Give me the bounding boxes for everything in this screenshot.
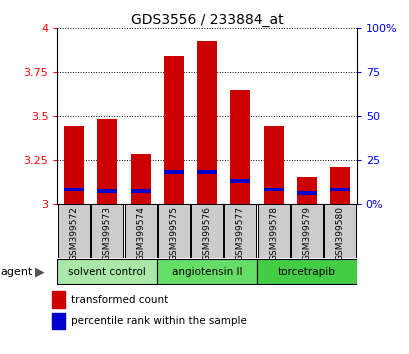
Text: GSM399579: GSM399579: [301, 206, 310, 261]
Bar: [329, 167, 349, 204]
Bar: [197, 170, 216, 174]
Bar: [157, 204, 189, 258]
Bar: [197, 41, 216, 204]
Text: GSM399580: GSM399580: [335, 206, 344, 261]
Bar: [263, 188, 283, 192]
Text: transformed count: transformed count: [71, 295, 168, 304]
Bar: [97, 189, 117, 193]
Bar: [263, 126, 283, 204]
Text: torcetrapib: torcetrapib: [277, 267, 335, 277]
Text: GSM399576: GSM399576: [202, 206, 211, 261]
Text: solvent control: solvent control: [68, 267, 146, 277]
Text: GSM399573: GSM399573: [103, 206, 112, 261]
Bar: [296, 177, 316, 204]
Text: GSM399575: GSM399575: [169, 206, 178, 261]
Bar: [230, 179, 249, 183]
Bar: [296, 191, 316, 195]
Bar: [97, 119, 117, 204]
Bar: [164, 170, 183, 174]
Bar: [58, 204, 90, 258]
Bar: [130, 154, 150, 204]
Title: GDS3556 / 233884_at: GDS3556 / 233884_at: [130, 13, 283, 27]
Text: angiotensin II: angiotensin II: [171, 267, 242, 277]
Bar: [230, 90, 249, 204]
Bar: [324, 204, 355, 258]
Bar: [57, 259, 157, 285]
Text: GSM399574: GSM399574: [136, 206, 145, 261]
Text: agent: agent: [0, 267, 33, 277]
Bar: [191, 204, 222, 258]
Bar: [64, 188, 84, 192]
Text: percentile rank within the sample: percentile rank within the sample: [71, 316, 247, 326]
Bar: [256, 259, 356, 285]
Bar: [91, 204, 123, 258]
Bar: [290, 204, 322, 258]
Text: GSM399578: GSM399578: [268, 206, 277, 261]
Bar: [64, 126, 84, 204]
Bar: [130, 189, 150, 193]
Bar: [164, 56, 183, 204]
Text: ▶: ▶: [35, 265, 44, 278]
Bar: [52, 313, 65, 329]
Bar: [329, 188, 349, 192]
Bar: [157, 259, 256, 285]
Text: GSM399577: GSM399577: [235, 206, 244, 261]
Bar: [257, 204, 289, 258]
Bar: [124, 204, 156, 258]
Text: GSM399572: GSM399572: [70, 206, 79, 261]
Bar: [224, 204, 256, 258]
Bar: [52, 291, 65, 308]
